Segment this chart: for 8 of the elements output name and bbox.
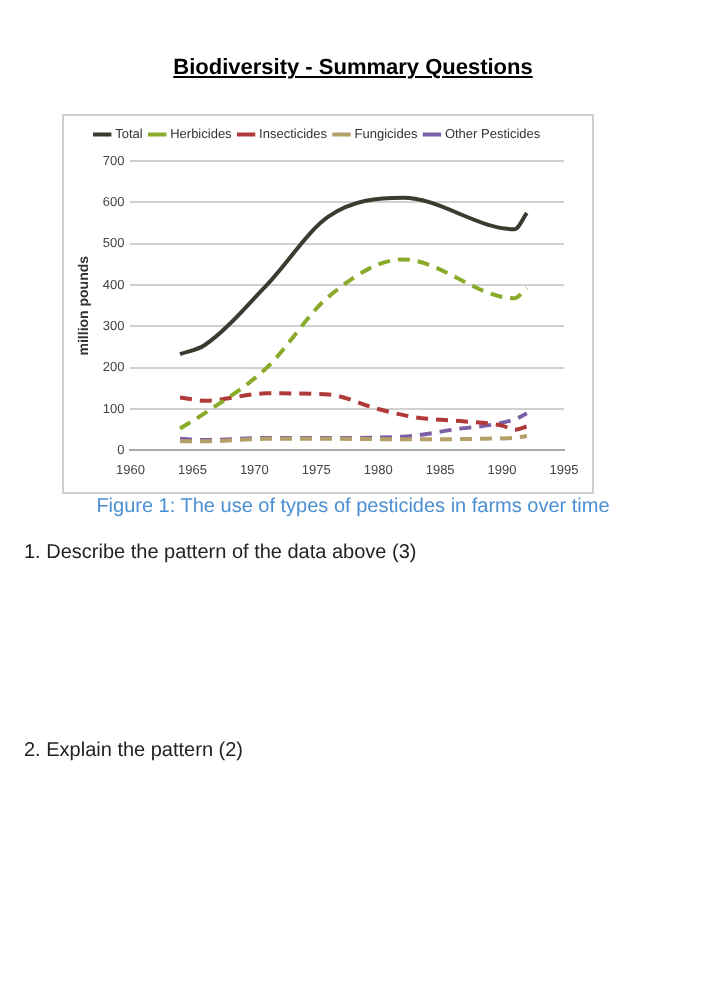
caption: Figure 1: The use of types of pesticides in farms over time: [94, 496, 612, 518]
line-series: [178, 411, 529, 443]
text: 1. Describe the pattern of the data above (3): [24, 542, 417, 564]
line-series: [178, 391, 529, 432]
line-series: [178, 195, 529, 357]
text: 2. Explain the pattern (2): [24, 740, 244, 762]
chart-title: Biodiversity - Summary Questions: [171, 56, 535, 80]
line-series: [178, 257, 529, 431]
